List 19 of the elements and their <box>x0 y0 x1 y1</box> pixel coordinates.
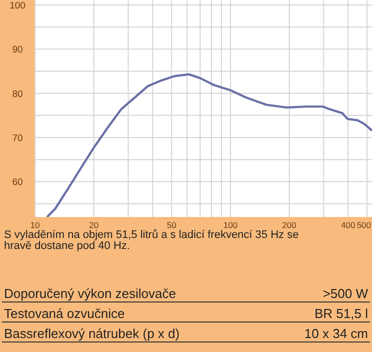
text: S vyladěním na objem 51,5 litrů a s ladicí frekvencí 35 Hz se hravě dostane pod 40 Hz. <box>4 229 299 252</box>
text: Doporučený výkon zesilovače <box>4 286 176 301</box>
text: BR 51,5 l <box>314 306 368 321</box>
y-tick-label: 70 <box>12 133 23 144</box>
text: 10 x 34 cm <box>304 326 368 341</box>
x-tick-label: 50 <box>166 220 177 230</box>
x-tick-label: 400 <box>341 220 356 230</box>
x-tick-label: 10 <box>30 220 40 230</box>
y-tick-label: 100 <box>10 0 26 12</box>
y-tick-label: 80 <box>12 88 23 100</box>
text: Bassreflexový nátrubek (p x d) <box>4 326 180 341</box>
x-tick-label: 100 <box>223 220 238 230</box>
text: Testovaná ozvučnice <box>4 306 125 321</box>
x-tick-label: 500 <box>356 220 372 230</box>
y-tick-label: 60 <box>12 177 23 188</box>
y-tick-label: 90 <box>12 44 23 56</box>
x-tick-label: 200 <box>282 220 297 230</box>
text: >500 W <box>322 286 369 301</box>
x-tick-label: 20 <box>89 220 99 230</box>
